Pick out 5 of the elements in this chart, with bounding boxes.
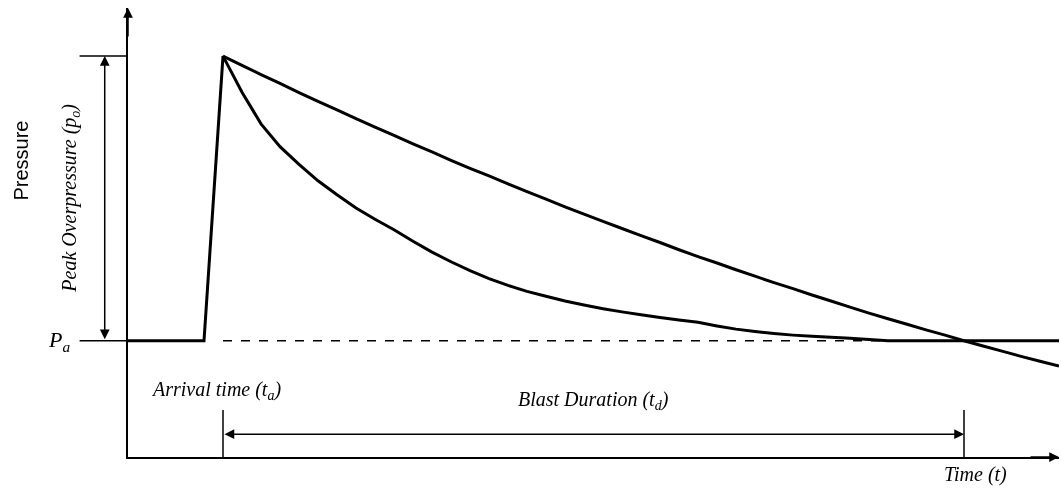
x-axis-title: Time (t) (944, 463, 1008, 486)
annotation: Arrival time (t$_{a}$) (151, 378, 282, 404)
ref-line-label: P$_{a}$ (48, 327, 71, 355)
annotation: Blast Duration (t$_{d}$) (518, 388, 669, 414)
y-axis-title: Pressure (10, 120, 33, 201)
